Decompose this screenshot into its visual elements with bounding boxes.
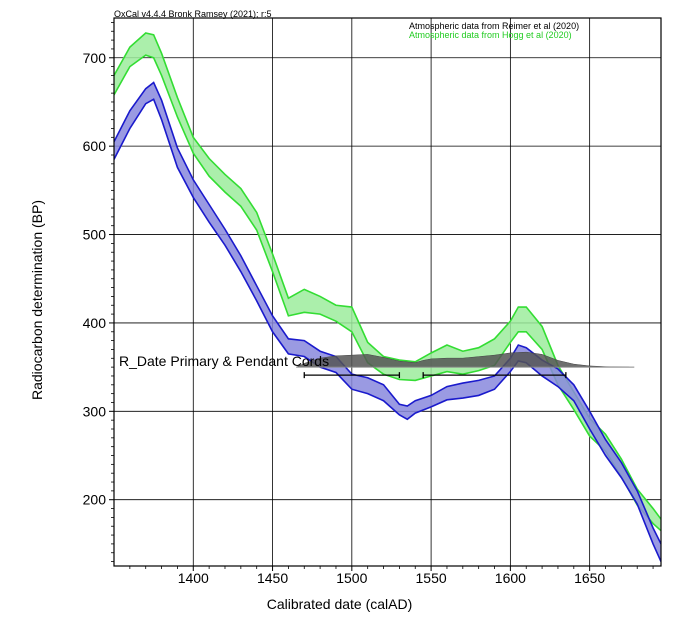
plot-frame [113, 17, 662, 567]
y-tick-label: 700 [83, 50, 107, 66]
y-tick-label: 200 [83, 492, 107, 508]
x-tick-label: 1650 [574, 570, 605, 586]
grid-lines [114, 18, 661, 566]
x-tick-label: 1600 [495, 570, 526, 586]
x-axis-label: Calibrated date (calAD) [266, 596, 413, 612]
plot-border [113, 17, 662, 567]
band-fill-reimer [114, 82, 661, 562]
x-tick-label: 1500 [336, 570, 367, 586]
distribution-label: R_Date Primary & Pendant Cords [119, 353, 329, 369]
y-tick-label: 600 [83, 138, 107, 154]
x-tick-label: 1450 [257, 570, 288, 586]
legend-reimer: Atmospheric data from Reimer et al (2020… [409, 21, 580, 31]
distribution-shape [296, 351, 630, 368]
legend-hogg: Atmospheric data from Hogg et al (2020) [409, 30, 572, 40]
band-lower-reimer [114, 98, 661, 562]
probability-distribution: R_Date Primary & Pendant Cords [119, 351, 635, 379]
band-lower-hogg [114, 54, 661, 532]
y-tick-label: 300 [83, 403, 107, 419]
y-tick-label: 400 [83, 315, 107, 331]
band-fill-hogg [114, 33, 661, 531]
band-upper-hogg [114, 32, 661, 520]
axis-ticks: 1400 1450 1500 1550 1600 1650 200 300 400 500 600 7… [83, 22, 654, 586]
calibration-bands [114, 32, 661, 562]
x-tick-label: 1550 [416, 570, 447, 586]
software-version: OxCal v4.4.4 Bronk Ramsey (2021); r:5 [114, 9, 272, 19]
band-upper-reimer [114, 81, 661, 545]
x-tick-label: 1400 [178, 570, 209, 586]
y-tick-label: 500 [83, 227, 107, 243]
y-axis-label: Radiocarbon determination (BP) [29, 200, 45, 400]
